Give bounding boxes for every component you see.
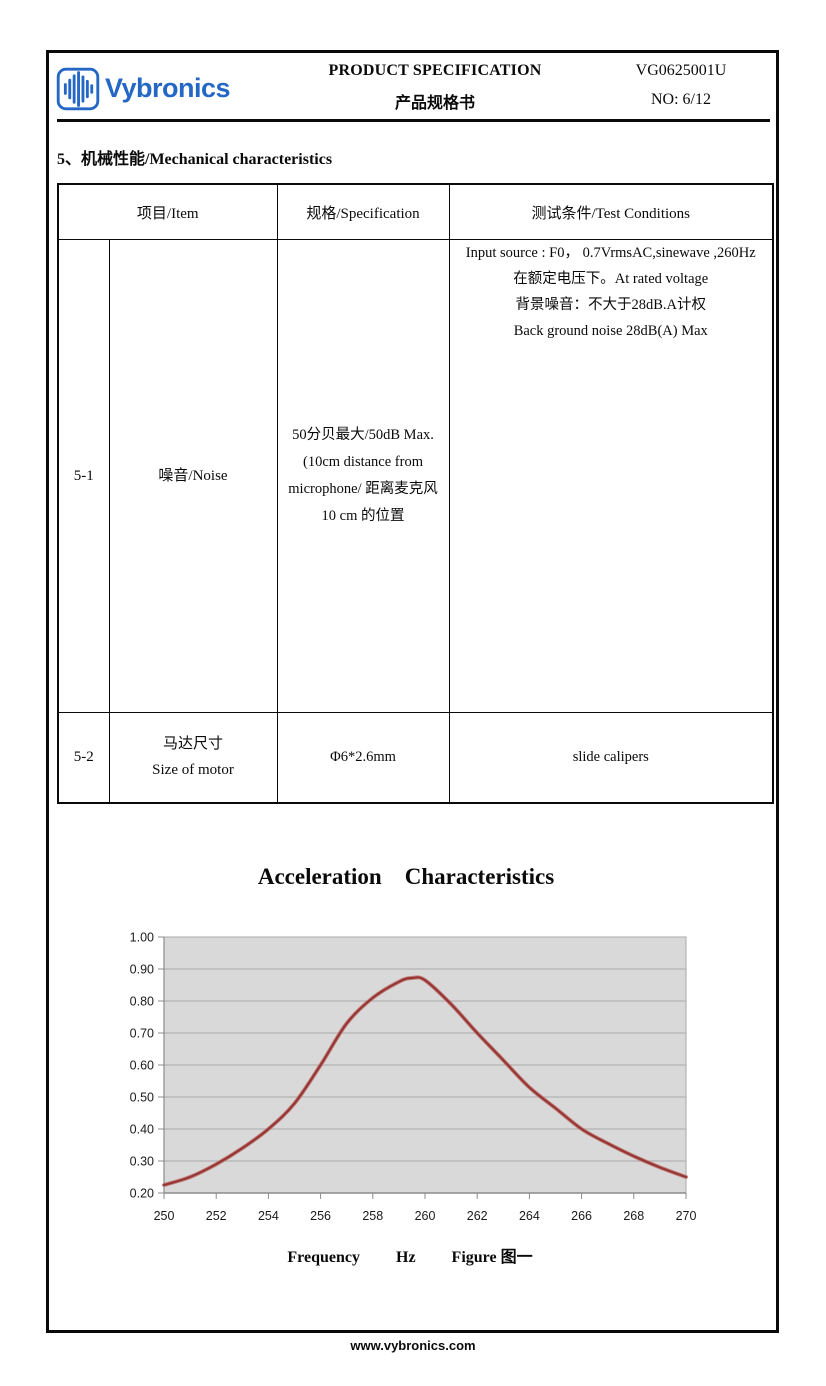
y-tick-label: 0.40	[130, 1123, 154, 1137]
x-tick-label: 270	[676, 1209, 697, 1223]
row-id: 5-1	[57, 239, 110, 713]
x-tick-label: 254	[258, 1209, 279, 1223]
x-tick-label: 268	[623, 1209, 644, 1223]
logo-wordmark: Vybronics	[105, 73, 231, 103]
footer-url: www.vybronics.com	[350, 1338, 476, 1353]
vybronics-logo: Vybronics	[56, 56, 278, 113]
y-tick-label: 1.00	[130, 931, 154, 945]
y-tick-label: 0.30	[130, 1155, 154, 1169]
row-spec: Φ6*2.6mm	[276, 712, 450, 803]
section-title: 5、机械性能/Mechanical characteristics	[57, 151, 333, 168]
column-header-item: 项目/Item	[57, 183, 278, 240]
x-axis-label-unit: Hz	[396, 1249, 416, 1266]
x-tick-label: 260	[415, 1209, 436, 1223]
doc-title-en: PRODUCT SPECIFICATION	[328, 62, 542, 79]
row-item: 噪音/Noise	[108, 239, 278, 713]
column-header-test: 测试条件/Test Conditions	[448, 183, 774, 240]
x-axis-label-frequency: Frequency	[287, 1249, 360, 1266]
doc-title-cn: 产品规格书	[394, 95, 475, 112]
table-row: 5-1 噪音/Noise 50分贝最大/50dB Max. (10cm dista…	[57, 239, 774, 713]
chart-title: Acceleration Characteristics	[257, 864, 555, 889]
figure-caption: Figure 图一	[451, 1249, 533, 1266]
row-test-conditions: Input source : F0， 0.7VrmsAC,sinewave ,2…	[448, 239, 774, 713]
column-header-spec: 规格/Specification	[276, 183, 450, 240]
mechanical-characteristics-table: 项目/Item 规格/Specification 测试条件/Test Condi…	[57, 183, 774, 804]
y-tick-label: 0.50	[130, 1091, 154, 1105]
row-spec: 50分贝最大/50dB Max. (10cm distance from micro…	[276, 239, 450, 713]
x-tick-label: 264	[519, 1209, 540, 1223]
row-id: 5-2	[57, 712, 110, 803]
y-tick-label: 0.70	[130, 1027, 154, 1041]
acceleration-curve	[162, 976, 688, 1187]
header-title-block: PRODUCT SPECIFICATION 产品规格书	[278, 56, 592, 113]
table-row: 5-2 马达尺寸 Size of motor Φ6*2.6mm slide cal…	[57, 712, 774, 803]
page-border	[46, 50, 779, 1333]
header-divider	[57, 119, 770, 122]
doc-number: VG0625001U	[635, 62, 727, 79]
page-number: NO: 6/12	[651, 91, 711, 108]
y-tick-label: 0.20	[130, 1187, 154, 1201]
row-test-conditions: slide calipers	[448, 712, 774, 803]
y-tick-label: 0.80	[130, 995, 154, 1009]
row-item: 马达尺寸 Size of motor	[108, 712, 278, 803]
vybronics-waveform-icon	[56, 67, 100, 110]
x-tick-label: 250	[154, 1209, 175, 1223]
chart-x-axis-label: Frequency Hz Figure 图一	[0, 1243, 820, 1267]
header: Vybronics PRODUCT SPECIFICATION 产品规格书 VG…	[56, 56, 770, 113]
x-tick-label: 256	[310, 1209, 331, 1223]
x-tick-label: 266	[571, 1209, 592, 1223]
y-tick-label: 0.90	[130, 963, 154, 977]
x-tick-label: 262	[467, 1209, 488, 1223]
table-header-row: 项目/Item 规格/Specification 测试条件/Test Condi…	[57, 183, 774, 240]
header-doc-info: VG0625001U NO: 6/12	[592, 56, 770, 113]
y-tick-label: 0.60	[130, 1059, 154, 1073]
x-tick-label: 258	[362, 1209, 383, 1223]
x-tick-label: 252	[206, 1209, 227, 1223]
